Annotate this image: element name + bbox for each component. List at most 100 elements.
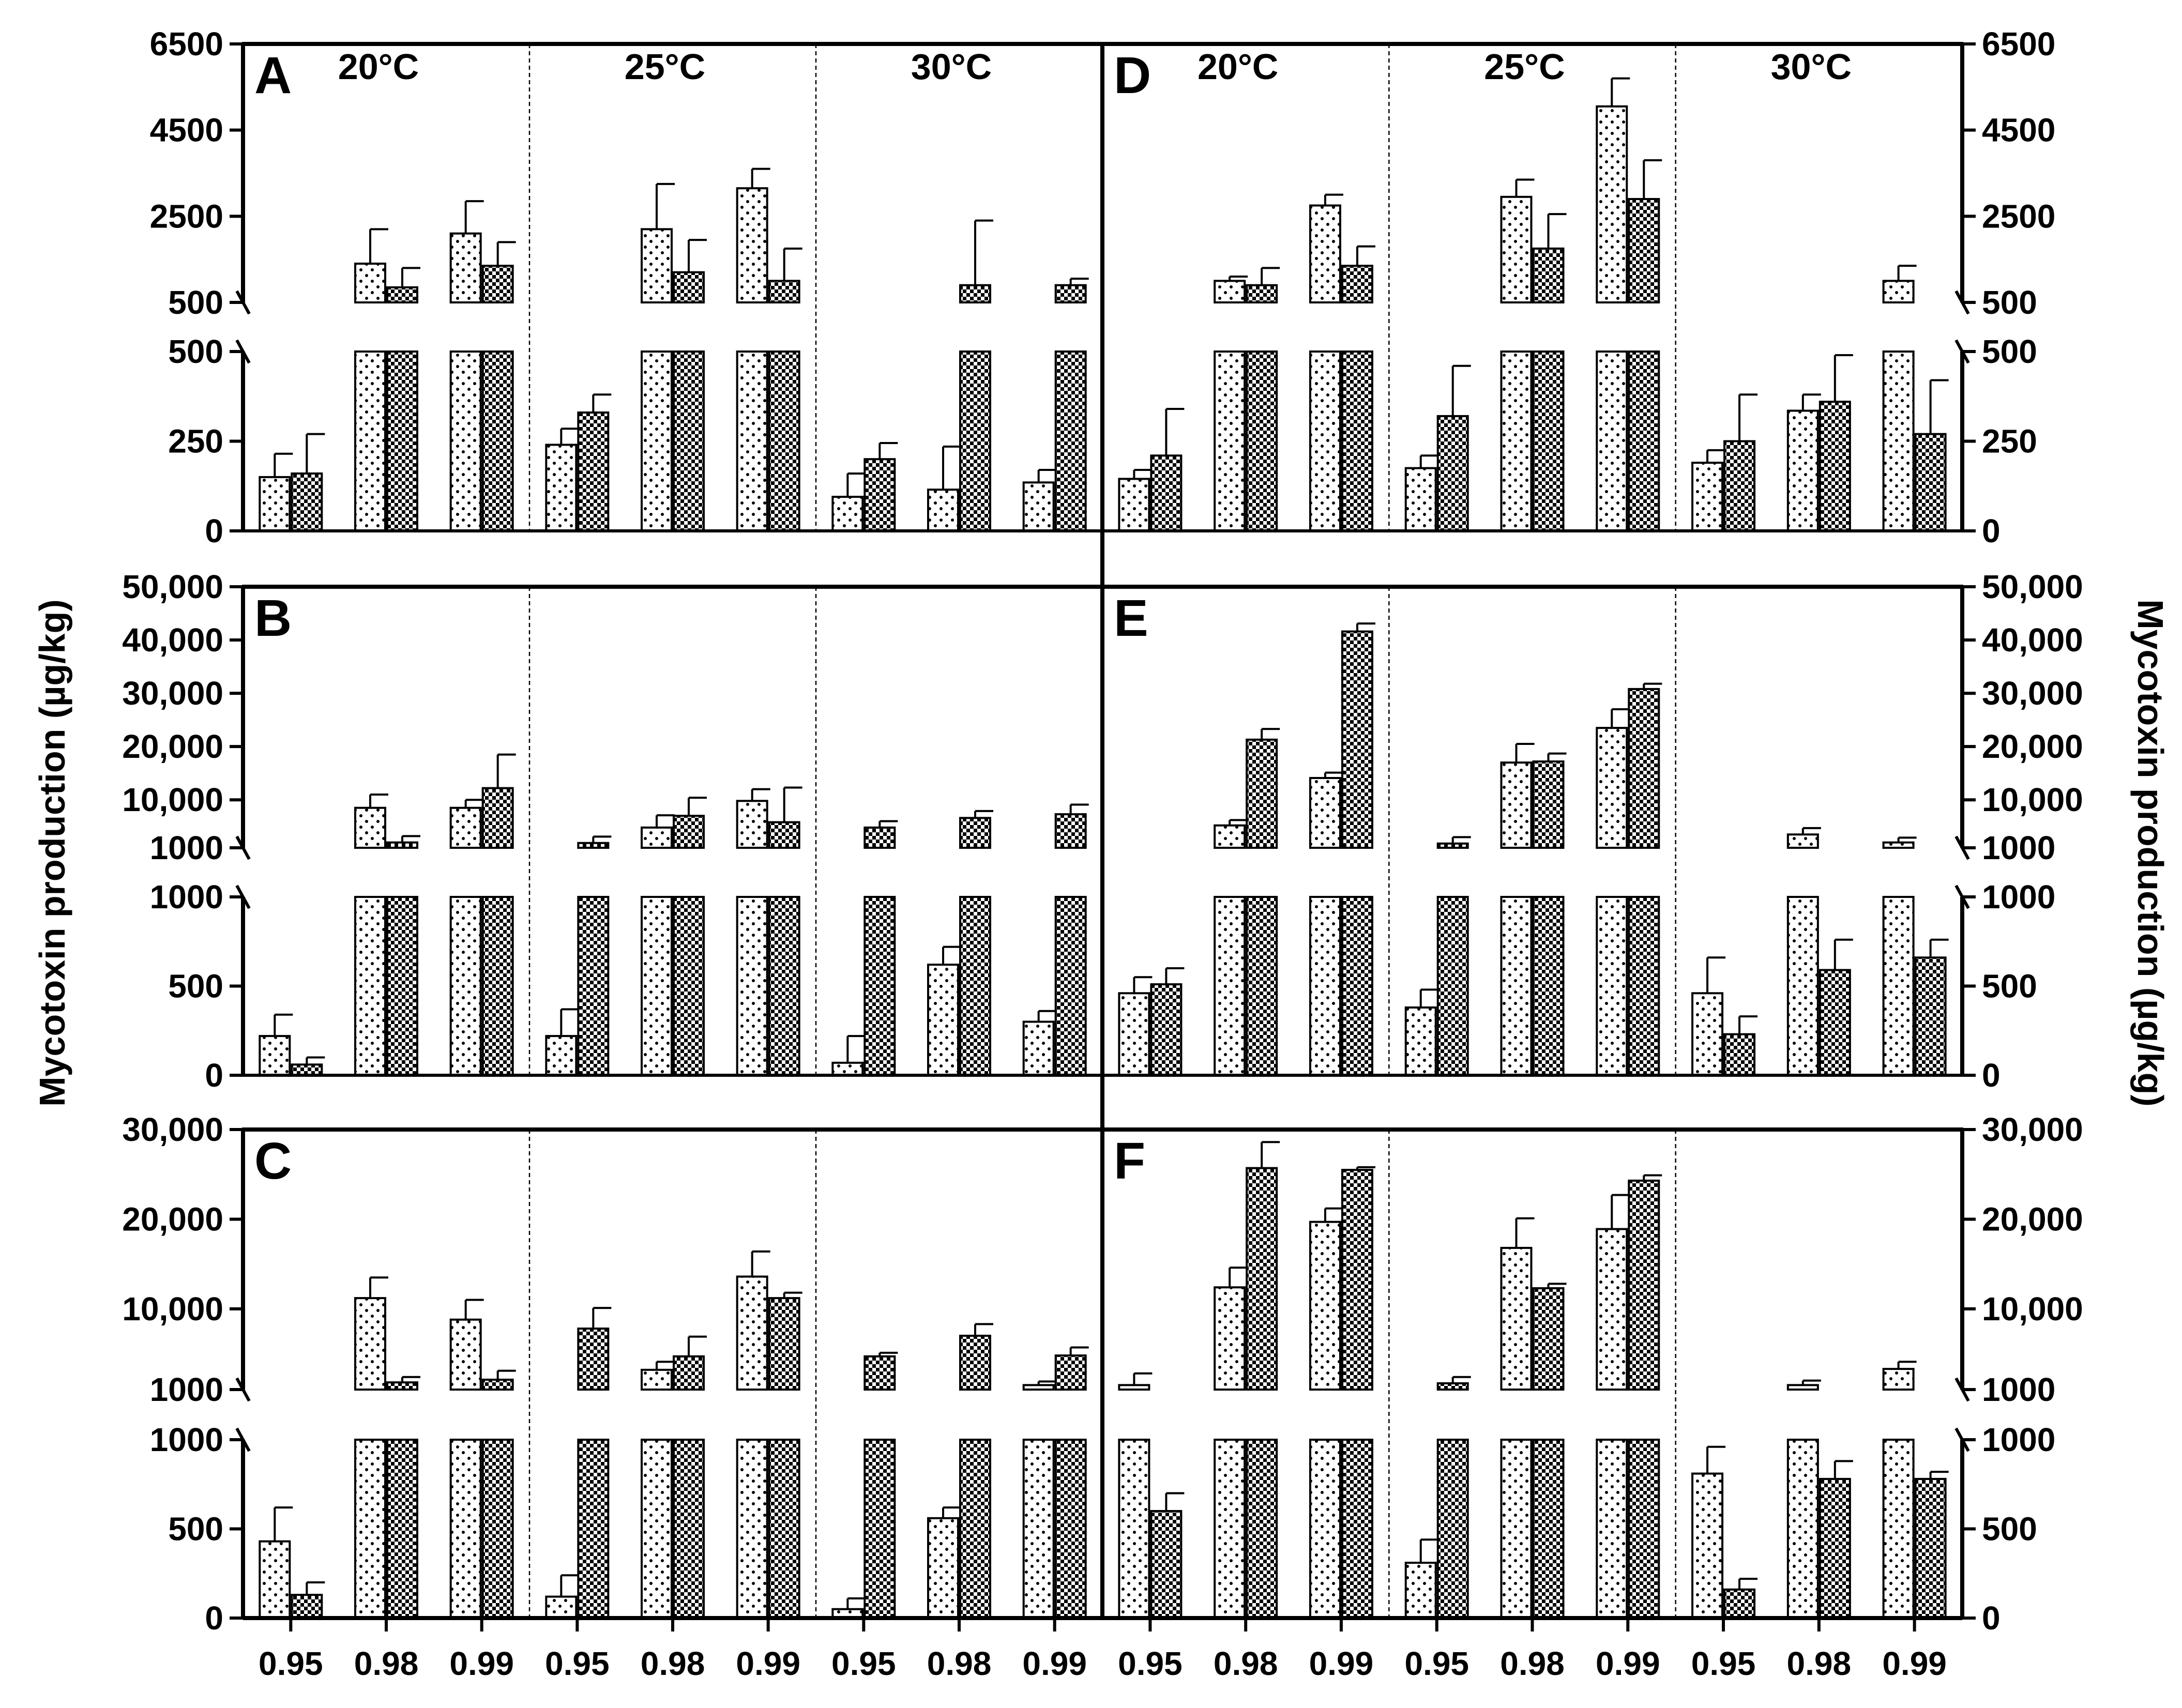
y-tick-label-C: 0 bbox=[205, 1599, 223, 1637]
y-tick-label-E: 10,000 bbox=[1982, 781, 2083, 818]
x-tick-label-C-1: 0.95 bbox=[259, 1645, 323, 1682]
temperature-label-D-3: 30°C bbox=[1771, 47, 1852, 87]
checkered-bar-F-9 bbox=[1914, 1477, 1947, 1619]
checkered-bar-C-9-lower bbox=[1054, 1439, 1087, 1619]
dotted-bar-C-3 bbox=[449, 1318, 482, 1391]
panel-label-D: D bbox=[1114, 47, 1151, 104]
y-tick-label-C: 10,000 bbox=[122, 1290, 223, 1328]
checkered-bar-A-5 bbox=[673, 271, 705, 304]
checkered-bar-B-4 bbox=[577, 842, 610, 849]
checkered-bar-D-6 bbox=[1628, 198, 1660, 303]
checkered-bar-A-9 bbox=[1054, 284, 1087, 304]
checkered-bar-C-4-lower bbox=[577, 1439, 610, 1619]
dotted-bar-F-4 bbox=[1404, 1562, 1437, 1620]
dotted-bar-B-1 bbox=[259, 1035, 291, 1076]
dotted-bar-E-3 bbox=[1309, 776, 1341, 849]
dotted-bar-C-3-lower bbox=[449, 1439, 482, 1619]
checkered-bar-E-2-lower bbox=[1246, 896, 1278, 1076]
x-tick-label-C-7: 0.95 bbox=[831, 1645, 896, 1682]
dotted-bar-C-2-lower bbox=[354, 1439, 386, 1619]
checkered-bar-A-3-lower bbox=[481, 350, 514, 532]
dotted-bar-E-4 bbox=[1404, 1006, 1437, 1077]
checkered-bar-E-6 bbox=[1628, 688, 1660, 849]
panel-B: 50,000 40,000 30,000 20,000 10,000 1000 1000 50… bbox=[122, 568, 1103, 1094]
checkered-bar-B-2 bbox=[386, 841, 418, 849]
checkered-bar-A-7 bbox=[863, 458, 896, 532]
dotted-bar-F-5-lower bbox=[1500, 1439, 1533, 1619]
checkered-bar-A-6 bbox=[768, 280, 800, 303]
dotted-bar-D-5-lower bbox=[1500, 350, 1533, 532]
y-tick-label-A: 4500 bbox=[150, 112, 223, 149]
panel-label-F: F bbox=[1114, 1132, 1145, 1190]
checkered-bar-E-7 bbox=[1723, 1033, 1756, 1077]
checkered-bar-B-6 bbox=[768, 821, 800, 849]
dotted-bar-D-6-lower bbox=[1596, 350, 1628, 532]
y-tick-label-F: 20,000 bbox=[1982, 1200, 2083, 1238]
dotted-bar-F-8 bbox=[1786, 1384, 1819, 1391]
checkered-bar-F-3 bbox=[1341, 1169, 1373, 1391]
checkered-bar-E-5-lower bbox=[1532, 896, 1565, 1076]
dotted-bar-C-4 bbox=[545, 1595, 578, 1620]
dotted-bar-A-4 bbox=[545, 444, 578, 532]
y-tick-label-C: 500 bbox=[168, 1511, 223, 1548]
checkered-bar-C-5-lower bbox=[673, 1439, 705, 1619]
y-tick-label-B: 30,000 bbox=[122, 675, 223, 712]
checkered-bar-C-7 bbox=[863, 1355, 896, 1391]
dotted-bar-E-9-lower bbox=[1882, 896, 1915, 1076]
dotted-bar-F-2-lower bbox=[1214, 1439, 1246, 1619]
x-tick-label-F-4: 0.95 bbox=[1404, 1645, 1469, 1682]
checkered-bar-F-2 bbox=[1246, 1167, 1278, 1391]
checkered-bar-A-1 bbox=[291, 472, 323, 532]
checkered-bar-D-3-lower bbox=[1341, 350, 1373, 532]
y-tick-label-E: 1000 bbox=[1982, 829, 2055, 866]
y-tick-label-B: 0 bbox=[205, 1057, 223, 1094]
checkered-bar-A-2-lower bbox=[386, 350, 418, 532]
temperature-label-D-2: 25°C bbox=[1484, 47, 1565, 87]
checkered-bar-C-5 bbox=[673, 1355, 705, 1391]
checkered-bar-E-6-lower bbox=[1628, 896, 1660, 1076]
dotted-bar-A-2 bbox=[354, 263, 386, 303]
temperature-label-A-3: 30°C bbox=[911, 47, 992, 87]
checkered-bar-E-9 bbox=[1914, 956, 1947, 1077]
checkered-bar-B-5 bbox=[673, 815, 705, 849]
y-tick-label-D: 500 bbox=[1982, 333, 2037, 370]
dotted-bar-D-2 bbox=[1214, 280, 1246, 303]
checkered-bar-C-3 bbox=[481, 1378, 514, 1391]
x-tick-label-C-5: 0.98 bbox=[641, 1645, 705, 1682]
dotted-bar-F-3 bbox=[1309, 1221, 1341, 1391]
panel-F: 30,000 20,000 10,000 1000 1000 500 0 F 0.95 0.98 0… bbox=[1101, 1111, 2083, 1682]
dotted-bar-E-6-lower bbox=[1596, 896, 1628, 1076]
dotted-bar-A-7 bbox=[831, 496, 864, 532]
temperature-label-A-2: 25°C bbox=[625, 47, 705, 87]
y-tick-label-E: 1000 bbox=[1982, 878, 2055, 916]
x-tick-label-F-1: 0.95 bbox=[1118, 1645, 1183, 1682]
dotted-bar-B-3 bbox=[449, 806, 482, 849]
checkered-bar-E-1 bbox=[1150, 983, 1183, 1077]
dotted-bar-A-1 bbox=[259, 476, 291, 532]
dotted-bar-A-5-lower bbox=[641, 350, 673, 532]
dotted-bar-D-4 bbox=[1404, 467, 1437, 532]
panel-label-B: B bbox=[254, 589, 292, 647]
y-tick-label-D: 4500 bbox=[1982, 112, 2055, 149]
checkered-bar-F-8 bbox=[1819, 1477, 1851, 1619]
checkered-bar-C-2 bbox=[386, 1381, 418, 1391]
checkered-bar-B-7-lower bbox=[863, 896, 896, 1076]
y-tick-label-C: 1000 bbox=[150, 1371, 223, 1408]
y-tick-label-A: 500 bbox=[168, 333, 223, 370]
dotted-bar-C-6-lower bbox=[736, 1439, 768, 1619]
dotted-bar-F-1-lower bbox=[1118, 1439, 1150, 1619]
x-tick-label-F-3: 0.99 bbox=[1309, 1645, 1374, 1682]
dotted-bar-B-9 bbox=[1022, 1020, 1055, 1076]
x-tick-label-F-9: 0.99 bbox=[1882, 1645, 1947, 1682]
y-tick-label-B: 10,000 bbox=[122, 781, 223, 818]
dotted-bar-E-8 bbox=[1786, 833, 1819, 849]
checkered-bar-A-9-lower bbox=[1054, 350, 1087, 532]
checkered-bar-F-2-lower bbox=[1246, 1439, 1278, 1619]
x-tick-label-C-6: 0.99 bbox=[736, 1645, 800, 1682]
checkered-bar-E-8 bbox=[1819, 969, 1851, 1076]
y-tick-label-B: 1000 bbox=[150, 829, 223, 866]
checkered-bar-C-1 bbox=[291, 1594, 323, 1619]
y-tick-label-B: 500 bbox=[168, 968, 223, 1005]
dotted-bar-E-8-lower bbox=[1786, 896, 1819, 1076]
